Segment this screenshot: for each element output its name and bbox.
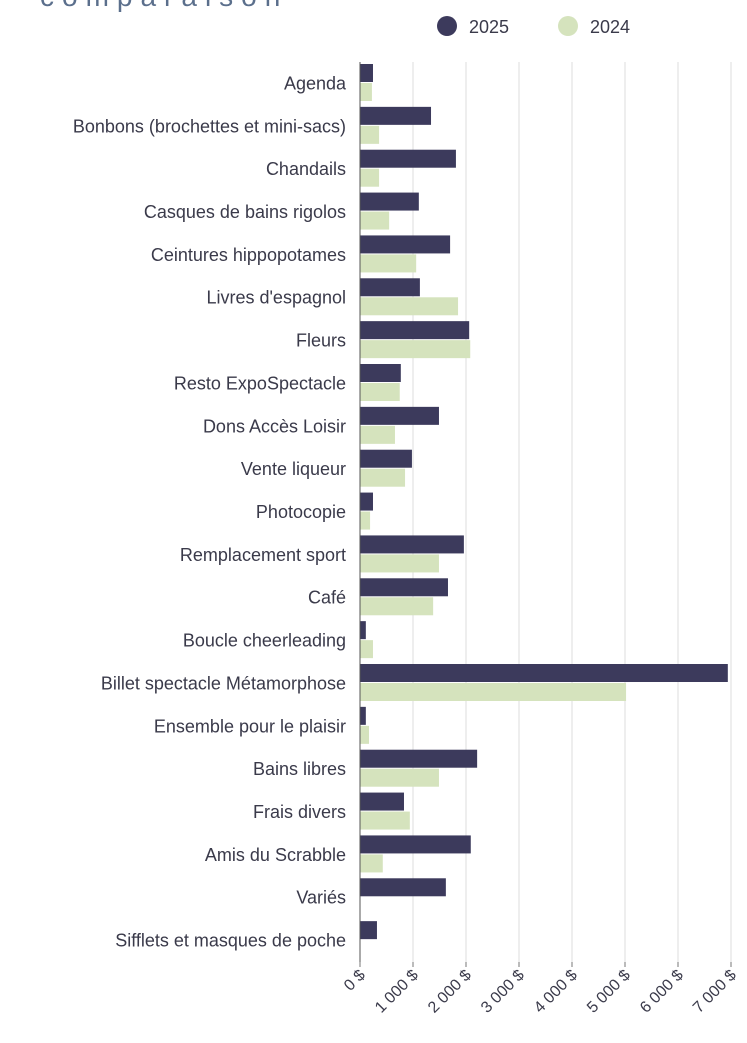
x-tick-label: 5 000 $ (584, 967, 634, 1017)
y-tick-label: Frais divers (253, 802, 346, 822)
y-tick-label: Sifflets et masques de poche (115, 931, 346, 951)
bar (360, 621, 366, 640)
legend-swatch (558, 16, 578, 36)
bar (360, 640, 373, 659)
y-tick-label: Café (308, 588, 346, 608)
bar (360, 168, 380, 187)
bar (360, 554, 439, 573)
bar (360, 278, 420, 297)
bar (360, 597, 434, 616)
y-tick-label: Chandails (266, 159, 346, 179)
bar (360, 321, 470, 340)
bar (360, 811, 410, 830)
bar (360, 64, 373, 82)
bar (360, 425, 395, 444)
y-tick-label: Ensemble pour le plaisir (154, 716, 346, 736)
bar (360, 725, 370, 744)
y-tick-label: Billet spectacle Métamorphose (101, 673, 346, 693)
y-tick-label: Ceintures hippopotames (151, 245, 346, 265)
x-tick-label: 6 000 $ (637, 967, 687, 1017)
bar (360, 340, 471, 359)
bar (360, 706, 366, 725)
chart-title: comparaison (40, 0, 288, 12)
y-tick-label: Amis du Scrabble (205, 845, 346, 865)
bar (360, 383, 400, 401)
y-tick-label: Variés (296, 888, 346, 908)
x-tick-label: 1 000 $ (372, 967, 422, 1017)
bar (360, 468, 406, 487)
bar (360, 749, 478, 768)
bar (360, 664, 728, 682)
bar (360, 683, 627, 701)
bar (360, 106, 432, 125)
bar (360, 921, 377, 940)
bar (360, 364, 401, 382)
bar (360, 449, 412, 468)
bar (360, 83, 372, 101)
y-tick-label: Vente liqueur (241, 459, 346, 479)
x-tick-label: 2 000 $ (425, 967, 475, 1017)
y-tick-label: Photocopie (256, 502, 346, 522)
y-tick-label: Boucle cheerleading (183, 631, 346, 651)
legend-swatch (437, 16, 457, 36)
legend-label: 2025 (469, 17, 509, 37)
bar (360, 125, 380, 144)
bar (360, 297, 459, 316)
bar (360, 578, 448, 597)
y-tick-label: Resto ExpoSpectacle (174, 373, 346, 393)
y-tick-label: Bains libres (253, 759, 346, 779)
bar (360, 535, 464, 554)
bar (360, 235, 451, 254)
bar (360, 406, 439, 425)
y-tick-label: Fleurs (296, 331, 346, 351)
bar (360, 492, 373, 511)
bar (360, 854, 383, 873)
y-tick-label: Bonbons (brochettes et mini-sacs) (73, 116, 346, 136)
bar (360, 878, 446, 897)
bar (360, 768, 439, 787)
y-tick-label: Dons Accès Loisir (203, 416, 346, 436)
y-tick-label: Livres d'espagnol (206, 288, 346, 308)
y-tick-label: Remplacement sport (180, 545, 346, 565)
y-tick-label: Casques de bains rigolos (144, 202, 346, 222)
x-tick-label: 7 000 $ (690, 967, 740, 1017)
x-tick-label: 4 000 $ (531, 967, 581, 1017)
y-tick-label: Agenda (284, 73, 347, 93)
legend-label: 2024 (590, 17, 630, 37)
bar (360, 835, 471, 854)
x-tick-label: 0 $ (341, 967, 369, 995)
x-tick-label: 3 000 $ (478, 967, 528, 1017)
bar (360, 254, 417, 273)
bar (360, 192, 419, 211)
bar (360, 511, 371, 530)
bar (360, 211, 390, 230)
bar (360, 149, 456, 168)
bar (360, 792, 404, 811)
